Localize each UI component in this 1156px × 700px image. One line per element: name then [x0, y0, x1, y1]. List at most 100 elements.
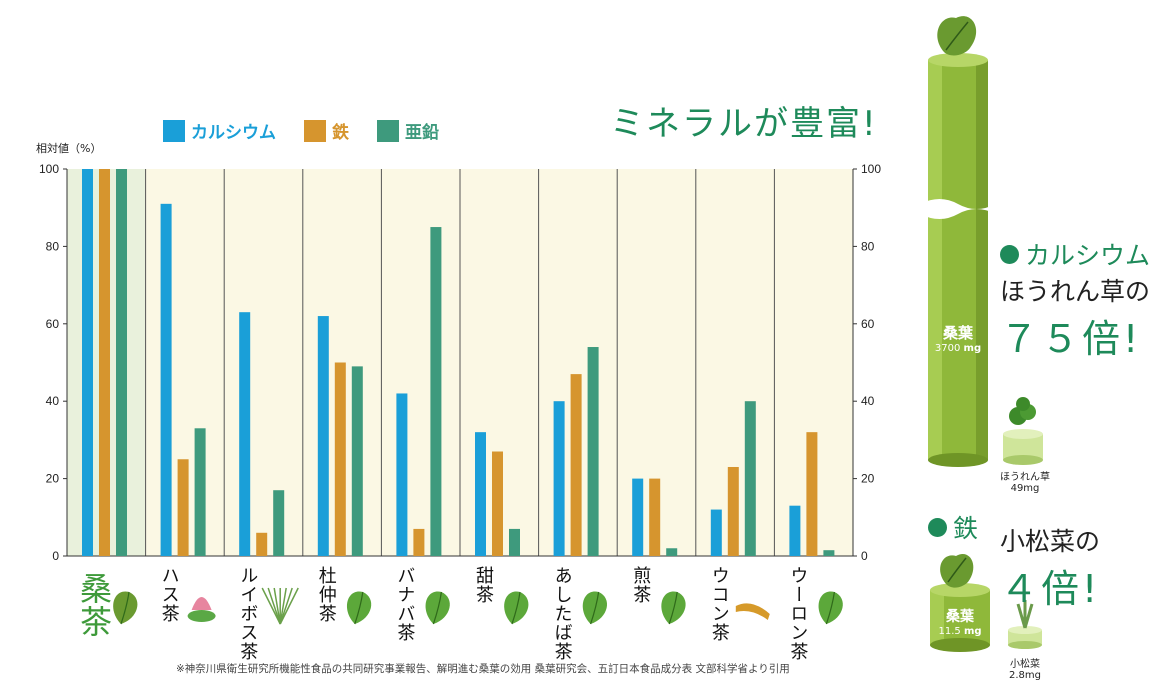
komatsuna-cylinder [1008, 626, 1042, 649]
legend-item-zinc: 亜鉛 [377, 118, 439, 143]
bar-iron-8 [727, 466, 739, 556]
spinach-value: 49mg [1010, 483, 1040, 494]
y-tick-label-left: 100 [39, 162, 59, 176]
bar-iron-0 [99, 169, 110, 556]
y-tick-label-left: 40 [46, 394, 60, 408]
rooibos-icon-needle [267, 587, 281, 625]
turmeric-icon [735, 603, 770, 620]
bar-zinc-3 [351, 366, 363, 556]
komatsuna-icon [1016, 600, 1034, 629]
y-tick-label-left: 0 [52, 549, 59, 563]
iron-main-value: 11.5 [938, 626, 961, 637]
headline: ミネラルが豊富! [610, 104, 878, 144]
mulberry-calcium-cylinder [920, 53, 996, 467]
source-note: ※神奈川県衛生研究所機能性食品の共同研究事業報告、解明進む桑葉の効用 桑葉研究会… [176, 663, 790, 675]
y-tick-label-left: 60 [46, 317, 60, 331]
category-label: ルイボス茶 [237, 566, 259, 661]
y-tick-label-right: 40 [861, 394, 875, 408]
lotus-icon [187, 610, 216, 622]
calcium-main-unit: mg [963, 343, 982, 354]
bar-iron-5 [492, 451, 503, 556]
calcium-callout-title: カルシウム [1025, 241, 1151, 270]
rooibos-icon-needle [279, 587, 293, 625]
bar-calcium-0 [82, 169, 93, 556]
sencha-leaf-icon-vein [668, 591, 678, 625]
rooibos-icon-needle [279, 587, 287, 625]
bar-iron-9 [806, 432, 818, 556]
bar-zinc-8 [744, 401, 756, 556]
calcium-main-label: 桑葉 [942, 324, 973, 342]
calcium-callout-line: ほうれん草の [1000, 277, 1151, 306]
calcium-bullet-icon [1000, 244, 1019, 264]
comparison-infographic [920, 16, 1043, 652]
y-tick-label-right: 60 [861, 317, 875, 331]
mulberry-leaf-icon-vein [120, 591, 130, 625]
iron-callout-big: ４倍! [1000, 567, 1101, 611]
bar-iron-1 [177, 459, 189, 556]
bar-calcium-4 [396, 393, 408, 556]
banaba-leaf-icon-vein [432, 591, 442, 625]
category-label: ハス茶 [158, 566, 180, 623]
category-label: 桑茶 [75, 572, 113, 638]
bar-zinc-4 [430, 227, 442, 557]
legend-swatch-iron [304, 119, 326, 142]
bar-calcium-1 [160, 203, 172, 556]
category-label: ウーロン茶 [787, 566, 809, 661]
category-label: 杜仲茶 [315, 566, 337, 623]
bar-calcium-2 [239, 312, 251, 556]
bar-zinc-7 [666, 548, 678, 556]
legend-label-calcium: カルシウム [191, 123, 276, 143]
y-tick-label-left: 20 [46, 472, 60, 486]
bar-iron-3 [334, 362, 346, 556]
bar-zinc-5 [509, 528, 520, 556]
category-label: 煎茶 [630, 566, 652, 604]
bar-zinc-0 [116, 169, 127, 556]
bar-calcium-5 [475, 432, 486, 556]
calcium-callout-big: ７５倍! [1000, 317, 1142, 361]
y-tick-label-right: 0 [861, 549, 868, 563]
legend-label-iron: 鉄 [332, 123, 349, 143]
iron-bullet-icon [928, 517, 947, 537]
komatsuna-label: 小松菜 [1010, 659, 1040, 670]
bar-calcium-3 [317, 316, 329, 556]
iron-main-unit: mg [963, 626, 982, 637]
legend-swatch-calcium [163, 119, 185, 142]
bar-calcium-6 [553, 401, 565, 556]
plot-panel-4 [381, 169, 460, 556]
calcium-cylinder-caption: 桑葉 3700 mg [922, 322, 994, 354]
rooibos-icon-needle [279, 587, 299, 625]
y-tick-label-left: 80 [46, 239, 60, 253]
komatsuna-value: 2.8mg [1009, 670, 1041, 681]
chart-legend: カルシウム 鉄 亜鉛 [163, 118, 439, 143]
spinach-cylinder [1003, 429, 1043, 465]
bar-iron-7 [649, 478, 661, 556]
mulberry-leaf-icon [940, 554, 974, 588]
iron-callout: 小松菜の ４倍! [1000, 522, 1100, 613]
legend-item-calcium: カルシウム [163, 118, 276, 143]
bar-zinc-2 [273, 490, 285, 556]
tencha-leaf-icon-vein [511, 591, 521, 625]
calcium-callout: カルシウム ほうれん草の ７５倍! [1000, 236, 1150, 363]
legend-item-iron: 鉄 [304, 118, 349, 143]
category-label: 甜茶 [473, 566, 494, 604]
komatsuna-caption: 小松菜 2.8mg [1000, 655, 1050, 681]
legend-label-zinc: 亜鉛 [405, 123, 439, 143]
bar-zinc-9 [823, 550, 835, 556]
legend-swatch-zinc [377, 119, 399, 142]
ashitaba-leaf-icon-vein [590, 591, 600, 625]
bar-calcium-9 [789, 505, 801, 556]
iron-callout-title: 鉄 [953, 514, 979, 543]
y-axis-title: 相対値（%） [36, 142, 102, 155]
y-tick-label-right: 100 [861, 162, 881, 176]
iron-cylinder-caption: 桑葉 11.5 mg [928, 606, 992, 637]
bar-iron-2 [256, 532, 268, 556]
category-label: ウコン茶 [708, 566, 730, 642]
bar-zinc-1 [194, 428, 206, 556]
iron-main-label: 桑葉 [946, 609, 974, 625]
calcium-main-value: 3700 [934, 343, 961, 354]
spinach-icon [1009, 397, 1036, 425]
category-label: あしたば茶 [551, 566, 573, 661]
oolong-leaf-icon-vein [825, 591, 835, 625]
y-tick-label-right: 80 [861, 239, 875, 253]
bar-chart: 0 0 20 20 40 40 60 60 80 80 100 100 [39, 162, 881, 625]
